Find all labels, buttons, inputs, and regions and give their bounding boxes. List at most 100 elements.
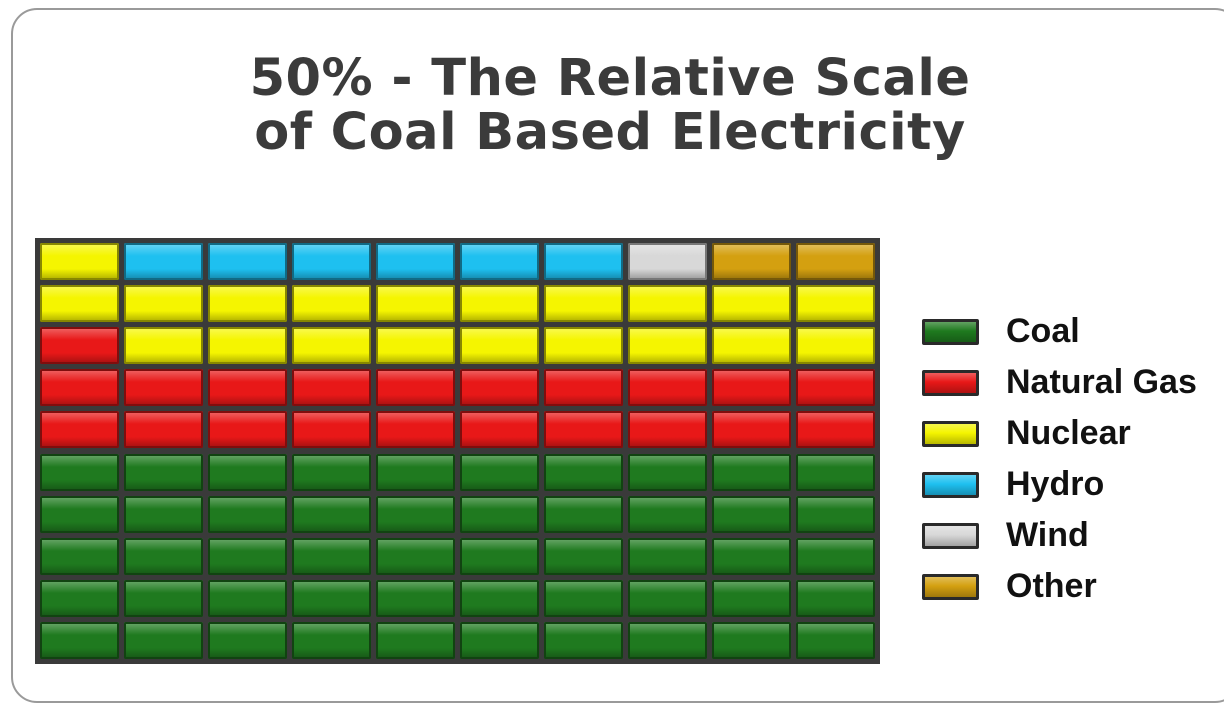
- waffle-cell-coal: [376, 579, 455, 617]
- waffle-cell-coal: [124, 453, 203, 491]
- waffle-cell-nuclear: [376, 327, 455, 365]
- waffle-cell-natural-gas: [628, 411, 707, 449]
- waffle-cell-hydro: [292, 243, 371, 281]
- waffle-cell-nuclear: [460, 327, 539, 365]
- waffle-cell-natural-gas: [124, 411, 203, 449]
- legend-swatch-nuclear: [922, 421, 979, 447]
- waffle-cell-natural-gas: [292, 411, 371, 449]
- waffle-cell-coal: [544, 621, 623, 659]
- waffle-cell-coal: [460, 579, 539, 617]
- waffle-cell-coal: [796, 453, 875, 491]
- waffle-grid: [35, 238, 880, 664]
- waffle-cell-coal: [460, 537, 539, 575]
- waffle-cell-coal: [544, 537, 623, 575]
- waffle-cell-nuclear: [796, 285, 875, 323]
- waffle-cell-coal: [796, 621, 875, 659]
- waffle-cell-nuclear: [544, 327, 623, 365]
- legend-swatch-coal: [922, 319, 979, 345]
- waffle-cell-coal: [124, 621, 203, 659]
- waffle-cell-natural-gas: [376, 369, 455, 407]
- waffle-cell-coal: [796, 537, 875, 575]
- waffle-cell-natural-gas: [40, 327, 119, 365]
- legend-swatch-wind: [922, 523, 979, 549]
- waffle-cell-nuclear: [628, 285, 707, 323]
- waffle-cell-natural-gas: [208, 411, 287, 449]
- legend-label-hydro: Hydro: [1006, 465, 1105, 503]
- waffle-cell-hydro: [376, 243, 455, 281]
- waffle-cell-coal: [544, 453, 623, 491]
- waffle-cell-natural-gas: [796, 411, 875, 449]
- legend-swatch-natural-gas: [922, 370, 979, 396]
- waffle-cell-natural-gas: [460, 369, 539, 407]
- waffle-cell-wind: [628, 243, 707, 281]
- waffle-cell-coal: [460, 453, 539, 491]
- waffle-cell-nuclear: [460, 285, 539, 323]
- legend-label-nuclear: Nuclear: [1006, 414, 1131, 452]
- waffle-cell-coal: [628, 621, 707, 659]
- waffle-cell-natural-gas: [208, 369, 287, 407]
- legend-swatch-other: [922, 574, 979, 600]
- waffle-cell-natural-gas: [628, 369, 707, 407]
- waffle-cell-natural-gas: [796, 369, 875, 407]
- waffle-cell-hydro: [124, 243, 203, 281]
- waffle-cell-nuclear: [376, 285, 455, 323]
- waffle-cell-nuclear: [40, 285, 119, 323]
- waffle-cell-coal: [40, 537, 119, 575]
- waffle-cell-coal: [292, 495, 371, 533]
- waffle-cell-coal: [208, 453, 287, 491]
- waffle-cell-natural-gas: [40, 411, 119, 449]
- waffle-cell-nuclear: [208, 285, 287, 323]
- waffle-cell-natural-gas: [292, 369, 371, 407]
- waffle-cell-coal: [208, 579, 287, 617]
- waffle-cell-nuclear: [124, 285, 203, 323]
- waffle-cell-coal: [292, 579, 371, 617]
- waffle-cell-coal: [124, 495, 203, 533]
- waffle-cell-coal: [208, 537, 287, 575]
- waffle-cell-coal: [712, 453, 791, 491]
- waffle-cell-natural-gas: [124, 369, 203, 407]
- waffle-cell-coal: [628, 453, 707, 491]
- waffle-cell-coal: [376, 453, 455, 491]
- legend-label-coal: Coal: [1006, 312, 1080, 350]
- waffle-cell-coal: [40, 495, 119, 533]
- waffle-cell-natural-gas: [544, 369, 623, 407]
- waffle-cell-coal: [460, 621, 539, 659]
- waffle-cell-coal: [628, 495, 707, 533]
- waffle-cell-coal: [292, 621, 371, 659]
- waffle-cell-coal: [124, 579, 203, 617]
- waffle-cell-nuclear: [208, 327, 287, 365]
- legend-label-other: Other: [1006, 567, 1097, 605]
- waffle-cell-coal: [796, 495, 875, 533]
- waffle-cell-coal: [40, 579, 119, 617]
- waffle-cell-nuclear: [796, 327, 875, 365]
- waffle-cell-coal: [208, 621, 287, 659]
- legend-label-wind: Wind: [1006, 516, 1089, 554]
- waffle-cell-hydro: [460, 243, 539, 281]
- waffle-cell-coal: [124, 537, 203, 575]
- waffle-cell-other: [796, 243, 875, 281]
- chart-title-line-1: 50% - The Relative Scale: [249, 49, 971, 108]
- waffle-cell-natural-gas: [544, 411, 623, 449]
- waffle-cell-nuclear: [40, 243, 119, 281]
- waffle-cell-coal: [796, 579, 875, 617]
- waffle-cell-nuclear: [292, 285, 371, 323]
- waffle-cell-coal: [712, 579, 791, 617]
- waffle-cell-natural-gas: [712, 411, 791, 449]
- waffle-cell-natural-gas: [40, 369, 119, 407]
- waffle-cell-coal: [292, 453, 371, 491]
- waffle-cell-coal: [40, 621, 119, 659]
- waffle-cell-coal: [376, 621, 455, 659]
- waffle-cell-nuclear: [712, 285, 791, 323]
- waffle-cell-nuclear: [712, 327, 791, 365]
- waffle-cell-nuclear: [124, 327, 203, 365]
- waffle-cell-natural-gas: [376, 411, 455, 449]
- waffle-cell-coal: [712, 495, 791, 533]
- waffle-cell-coal: [208, 495, 287, 533]
- legend-swatch-hydro: [922, 472, 979, 498]
- waffle-cell-coal: [376, 537, 455, 575]
- waffle-cell-coal: [376, 495, 455, 533]
- waffle-cell-nuclear: [292, 327, 371, 365]
- chart-title: 50% - The Relative Scale of Coal Based E…: [110, 52, 1110, 160]
- waffle-cell-natural-gas: [460, 411, 539, 449]
- waffle-cell-hydro: [544, 243, 623, 281]
